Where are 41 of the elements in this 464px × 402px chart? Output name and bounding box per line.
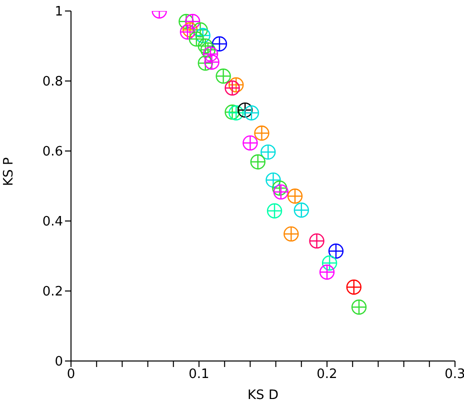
point xyxy=(224,104,240,120)
point xyxy=(273,184,289,200)
point xyxy=(351,300,367,315)
x-tick-label: 0.1 xyxy=(188,367,210,382)
point xyxy=(266,203,282,218)
point xyxy=(266,172,281,188)
point xyxy=(195,28,210,44)
y-tick-label: 0.2 xyxy=(42,284,63,300)
x-tick-label: 0.2 xyxy=(316,367,338,382)
point xyxy=(254,126,270,141)
point xyxy=(309,233,324,249)
point xyxy=(228,105,244,120)
x-tick-label: 0 xyxy=(66,367,76,382)
point xyxy=(192,22,208,38)
point xyxy=(212,36,228,52)
point xyxy=(272,180,288,196)
point xyxy=(185,14,200,30)
y-tick-label: 1 xyxy=(54,4,63,20)
point xyxy=(237,102,253,118)
point xyxy=(328,244,344,259)
point xyxy=(224,80,240,96)
y-tick-label: 0.4 xyxy=(42,214,63,230)
point xyxy=(284,226,299,242)
point xyxy=(287,188,303,204)
y-tick-label: 0.6 xyxy=(42,144,63,160)
y-axis-title: KS P xyxy=(2,157,17,186)
point xyxy=(319,264,335,280)
point xyxy=(242,135,258,151)
y-tick-label: 0.8 xyxy=(42,74,63,90)
y-tick-label: 0 xyxy=(54,354,63,370)
point xyxy=(228,77,244,92)
point xyxy=(294,202,309,218)
point xyxy=(322,255,338,271)
point xyxy=(202,46,218,62)
x-axis-title: KS D xyxy=(248,388,278,402)
point xyxy=(244,105,260,120)
point xyxy=(250,154,266,170)
point xyxy=(260,144,276,160)
point xyxy=(216,68,231,84)
point xyxy=(346,280,362,295)
x-tick-label: 0.3 xyxy=(444,367,464,382)
